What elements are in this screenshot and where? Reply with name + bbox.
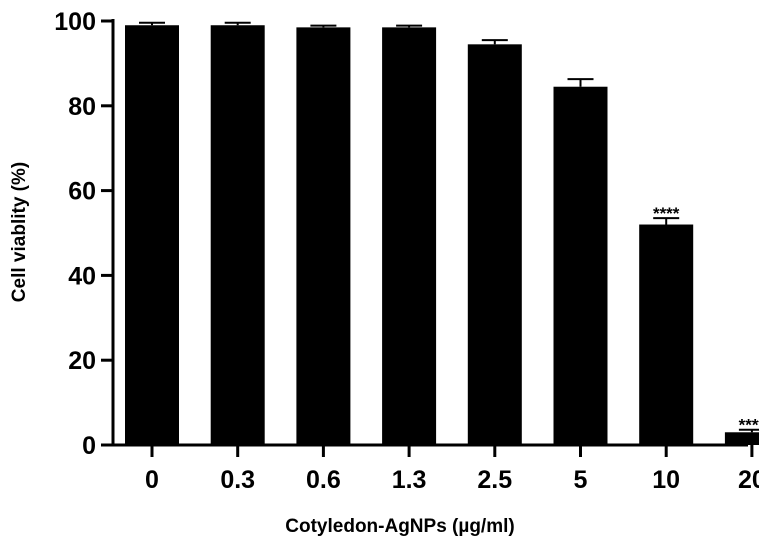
y-tick-label: 20 — [68, 347, 96, 375]
significance-label: **** — [653, 204, 680, 223]
x-tick-label: 1.3 — [392, 466, 427, 494]
error-bars — [139, 21, 759, 433]
y-tick-label: 100 — [54, 8, 96, 36]
y-tick-label: 80 — [68, 93, 96, 121]
bar — [296, 27, 351, 446]
bar — [382, 27, 437, 446]
bars — [125, 25, 759, 446]
x-axis-label: Cotyledon-AgNPs (µg/ml) — [285, 516, 514, 537]
x-tick-label: 0.3 — [220, 466, 255, 494]
x-tick-label: 5 — [574, 466, 588, 494]
bar — [639, 224, 694, 445]
bar — [553, 86, 608, 445]
x-tick-labels: 0 0.3 0.6 1.3 2.5 5 10 20 — [145, 466, 759, 494]
bar — [125, 25, 179, 446]
y-tick-label: 40 — [68, 262, 96, 290]
y-tick-labels: 0 20 40 60 80 100 — [54, 8, 96, 460]
significance-label: **** — [739, 416, 759, 435]
x-tick-label: 20 — [738, 466, 759, 494]
y-tick-label: 60 — [68, 178, 96, 206]
x-tick-label: 0.6 — [306, 466, 341, 494]
bar — [467, 44, 522, 445]
significance-annotations: **** **** — [653, 204, 759, 435]
y-tick-label: 0 — [82, 432, 96, 460]
y-axis-label: Cell viablity (%) — [9, 162, 30, 302]
x-tick-label: 2.5 — [477, 466, 512, 494]
bar — [210, 25, 265, 446]
x-tick-label: 10 — [652, 466, 680, 494]
bar — [724, 432, 759, 445]
x-tick-label: 0 — [145, 466, 159, 494]
